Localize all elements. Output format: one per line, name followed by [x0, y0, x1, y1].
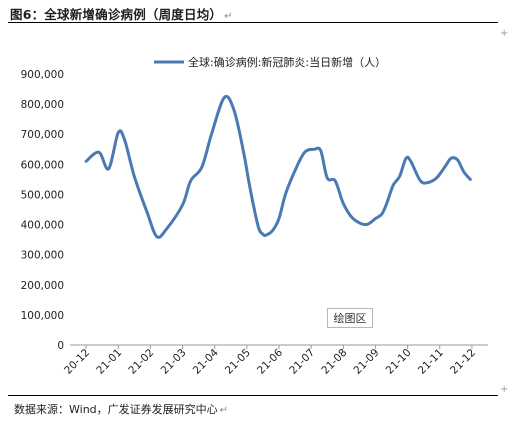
legend-label: 全球:确诊病例:新冠肺炎:当日新增（人） — [188, 55, 386, 69]
y-tick-label: 800,000 — [21, 99, 64, 111]
x-tick-label: 21-03 — [159, 347, 189, 377]
x-tick-label: 21-06 — [255, 346, 285, 376]
x-tick-label: 21-04 — [191, 346, 221, 376]
plus-marker-icon: + — [500, 384, 509, 395]
y-tick-label: 300,000 — [21, 250, 64, 262]
x-tick-label: 21-01 — [94, 347, 124, 377]
return-mark-icon: ↵ — [224, 11, 233, 22]
y-tick-label: 400,000 — [21, 220, 64, 232]
source-text: 数据来源：Wind，广发证券发展研究中心 — [14, 403, 218, 416]
y-tick-label: 700,000 — [21, 129, 64, 141]
plus-marker-icon: + — [500, 28, 509, 39]
plot-area-badge: 绘图区 — [327, 308, 373, 328]
x-tick-label: 20-12 — [62, 347, 92, 377]
plot-area-badge-label: 绘图区 — [333, 312, 367, 325]
y-tick-label: 200,000 — [21, 280, 64, 292]
return-mark-icon: ↵ — [219, 405, 229, 416]
source-note: 数据来源：Wind，广发证券发展研究中心 ↵ — [14, 401, 228, 417]
top-rule — [8, 22, 498, 23]
x-tick-label: 21-07 — [287, 347, 317, 377]
series-line — [84, 95, 472, 239]
x-tick-label: 21-02 — [126, 347, 156, 377]
x-tick-label: 21-12 — [448, 347, 478, 377]
x-tick-label: 21-08 — [319, 347, 349, 377]
y-tick-label: 100,000 — [21, 310, 64, 322]
chart-title: 图6：全球新增确诊病例（周度日均） ↵ — [10, 4, 233, 23]
x-tick-label: 21-11 — [416, 347, 446, 377]
x-tick-label: 21-10 — [384, 347, 414, 377]
x-tick-label: 21-05 — [223, 347, 253, 377]
y-tick-label: 0 — [57, 340, 64, 352]
title-text: 图6：全球新增确诊病例（周度日均） — [10, 7, 223, 22]
x-tick-label: 21-09 — [352, 347, 382, 377]
bottom-rule — [8, 395, 498, 396]
line-chart: 0 100,000 200,000 300,000 400,000 500,000 600,… — [21, 55, 488, 377]
y-tick-label: 600,000 — [21, 159, 64, 171]
y-tick-label: 900,000 — [21, 69, 64, 81]
y-tick-label: 500,000 — [21, 189, 64, 201]
